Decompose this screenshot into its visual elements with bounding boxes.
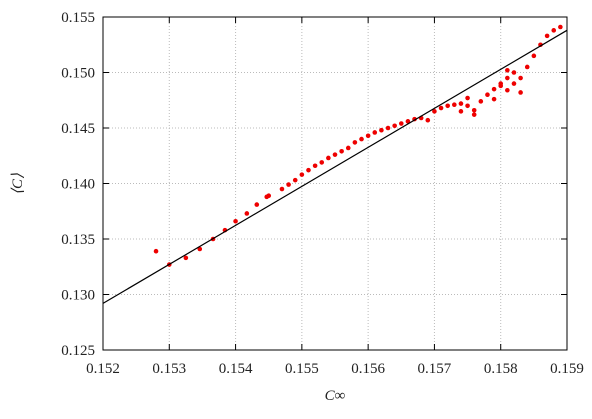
data-point xyxy=(452,102,457,107)
data-point xyxy=(465,103,470,109)
data-point xyxy=(392,123,397,129)
data-point xyxy=(505,67,510,73)
data-point xyxy=(379,127,384,133)
x-tick-label: 0.159 xyxy=(550,361,584,377)
data-point xyxy=(359,136,364,142)
data-point xyxy=(244,211,250,216)
data-point xyxy=(518,75,523,81)
data-point xyxy=(339,149,344,154)
y-tick-label: 0.145 xyxy=(61,121,95,137)
x-axis-label: C∞ xyxy=(325,388,346,404)
data-point xyxy=(266,193,272,199)
data-point xyxy=(505,87,510,93)
data-point xyxy=(445,103,450,109)
data-point xyxy=(471,112,477,117)
data-point xyxy=(432,109,437,114)
data-point xyxy=(372,130,378,135)
data-point xyxy=(153,248,159,254)
plot-frame xyxy=(102,16,568,351)
data-point xyxy=(352,140,358,145)
data-point xyxy=(531,53,537,59)
data-point xyxy=(405,119,411,124)
data-point xyxy=(465,95,470,101)
data-point xyxy=(197,246,203,252)
data-point xyxy=(306,167,311,173)
data-point xyxy=(485,92,490,97)
y-tick-label: 0.150 xyxy=(61,66,95,82)
y-tick-label: 0.130 xyxy=(61,288,95,304)
data-point xyxy=(505,75,510,81)
data-point xyxy=(478,99,484,104)
data-point xyxy=(385,125,391,131)
data-point xyxy=(438,105,444,111)
data-point xyxy=(498,81,504,86)
x-tick-label: 0.156 xyxy=(351,361,385,377)
data-point xyxy=(332,152,338,157)
data-point xyxy=(312,163,318,169)
data-point xyxy=(491,96,497,102)
reference-line xyxy=(102,29,568,304)
y-axis-label: ⟨C⟩ xyxy=(10,173,26,195)
data-point xyxy=(345,145,351,151)
data-point xyxy=(558,24,563,30)
data-point xyxy=(518,90,523,95)
data-point xyxy=(299,172,305,177)
y-tick-label: 0.155 xyxy=(61,10,95,26)
y-tick-label: 0.125 xyxy=(61,343,95,359)
data-point xyxy=(458,109,464,114)
x-tick-label: 0.153 xyxy=(152,361,186,377)
data-point xyxy=(471,107,477,113)
data-point xyxy=(511,81,517,86)
x-tick-label: 0.158 xyxy=(484,361,518,377)
x-tick-label: 0.154 xyxy=(219,361,253,377)
data-point xyxy=(286,182,291,187)
data-point xyxy=(365,133,371,139)
data-point xyxy=(292,177,298,183)
data-point xyxy=(425,117,431,123)
data-point xyxy=(319,160,325,165)
data-point xyxy=(326,155,331,161)
data-point xyxy=(233,218,238,224)
x-tick-label: 0.155 xyxy=(285,361,319,377)
x-tick-label: 0.152 xyxy=(86,361,120,377)
y-tick-label: 0.135 xyxy=(61,232,95,248)
data-point xyxy=(551,28,557,33)
y-tick-label: 0.140 xyxy=(61,177,95,193)
data-point xyxy=(524,64,530,70)
data-point xyxy=(398,121,404,126)
data-point xyxy=(491,86,497,92)
data-point xyxy=(544,33,550,39)
data-point xyxy=(511,70,517,75)
data-point xyxy=(183,255,189,261)
x-tick-label: 0.157 xyxy=(418,361,452,377)
data-point xyxy=(279,186,285,192)
data-point xyxy=(458,101,464,106)
data-point xyxy=(254,202,260,207)
